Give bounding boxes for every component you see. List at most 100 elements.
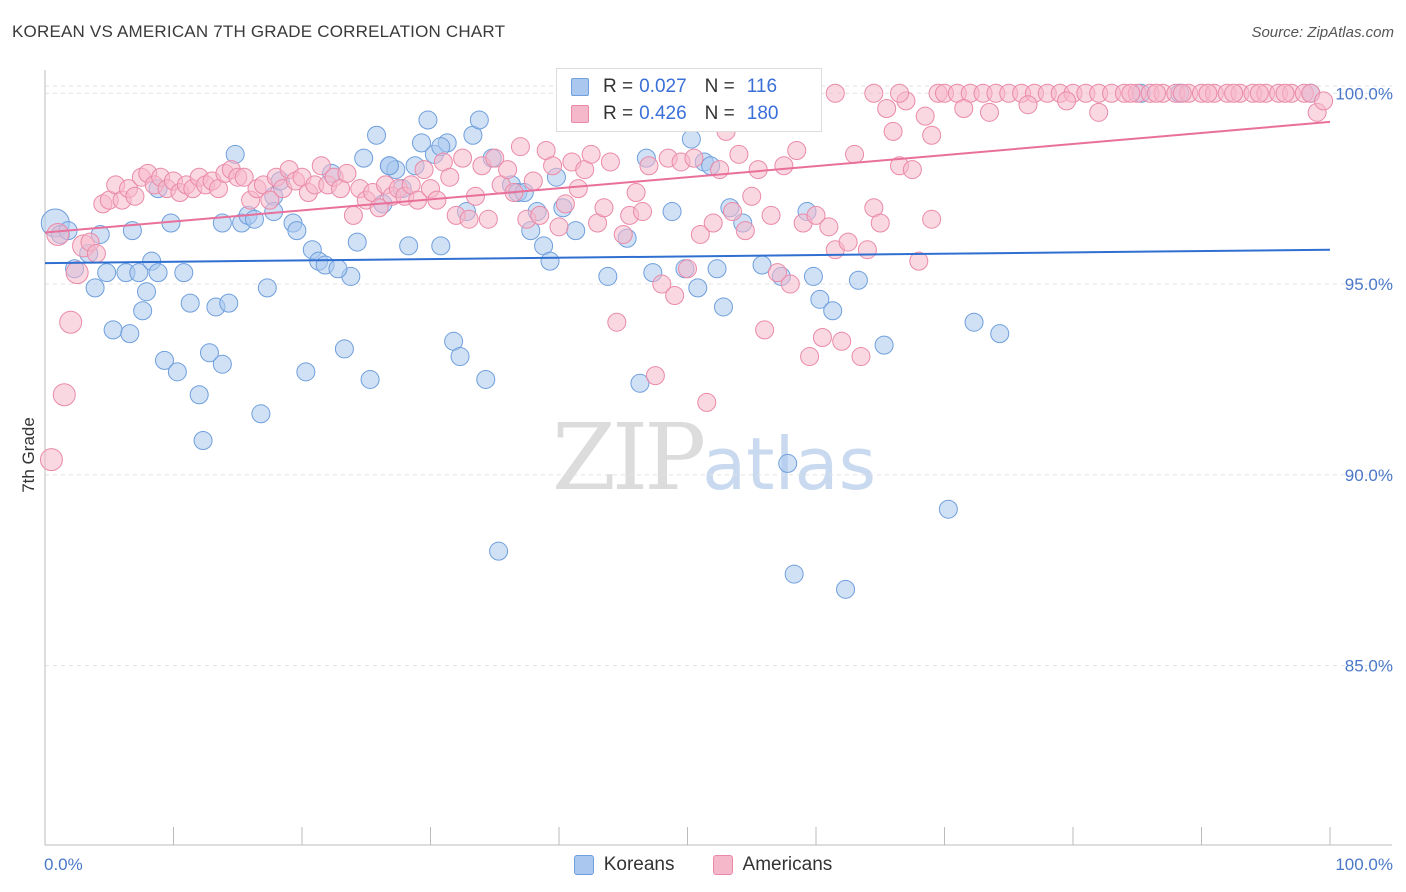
y-axis-label: 7th Grade — [19, 417, 38, 493]
source-label: Source: ZipAtlas.com — [1251, 24, 1394, 41]
y-tick-label: 90.0% — [1345, 466, 1393, 485]
american-point — [485, 148, 505, 168]
american-point — [600, 152, 620, 172]
korean-point — [598, 266, 618, 286]
american-point — [626, 182, 646, 202]
korean-point — [412, 133, 432, 153]
legend-item-americans[interactable]: Americans — [712, 854, 832, 876]
korean-trend-line — [44, 248, 1331, 265]
stats-legend: R = 0.027 N = 116 R = 0.426 N = 180 — [556, 68, 822, 132]
american-point — [555, 194, 575, 214]
korean-point — [418, 110, 438, 130]
korean-point — [180, 293, 200, 313]
korean-point — [287, 221, 307, 241]
korean-point — [148, 263, 168, 283]
korean-point — [193, 431, 213, 451]
american-point — [684, 148, 704, 168]
american-point — [543, 156, 563, 176]
american-point — [729, 144, 749, 164]
korean-point — [990, 324, 1010, 344]
legend-row-koreans: R = 0.027 N = 116 — [571, 74, 777, 100]
x-tick-label: 100.0% — [1335, 855, 1393, 874]
american-point — [780, 274, 800, 294]
american-point — [1147, 83, 1167, 103]
american-point — [86, 244, 106, 264]
american-point — [260, 190, 280, 210]
american-point — [890, 83, 910, 103]
american-point — [1057, 91, 1077, 111]
legend-label-koreans: Koreans — [603, 854, 675, 875]
american-point — [1172, 83, 1192, 103]
american-point — [678, 259, 697, 279]
american-point — [767, 263, 787, 283]
american-point — [1089, 102, 1109, 122]
legend-r-label: R = — [603, 76, 634, 97]
legend-n-label: N = — [704, 103, 735, 124]
korean-point — [469, 110, 489, 130]
american-point — [1275, 83, 1295, 103]
american-point — [735, 221, 755, 241]
american-point — [838, 232, 858, 252]
american-point — [787, 141, 807, 161]
american-point — [440, 167, 460, 187]
american-point — [652, 274, 672, 294]
legend-n-value: 116 — [746, 76, 778, 97]
american-point — [832, 331, 852, 351]
korean-point — [347, 232, 367, 252]
legend-n-value: 180 — [746, 103, 779, 124]
american-point — [498, 160, 518, 180]
korean-point — [566, 221, 586, 241]
korean-point — [431, 236, 451, 256]
american-point — [1224, 83, 1244, 103]
korean-point — [167, 362, 187, 382]
american-point — [774, 156, 794, 176]
korean-point — [823, 301, 843, 321]
koreans-swatch — [571, 78, 589, 96]
american-point — [510, 137, 530, 157]
korean-point — [219, 293, 239, 313]
korean-point — [354, 148, 374, 168]
american-point — [1121, 83, 1141, 103]
american-point — [845, 144, 865, 164]
american-point — [870, 213, 890, 233]
korean-point — [450, 347, 470, 367]
korean-point — [476, 369, 496, 389]
chart-title: KOREAN VS AMERICAN 7TH GRADE CORRELATION… — [12, 22, 506, 41]
korean-point — [129, 263, 149, 283]
american-point — [607, 312, 627, 332]
american-point — [915, 106, 935, 126]
korean-point — [137, 282, 157, 302]
american-point — [703, 213, 723, 233]
korean-point — [334, 339, 354, 359]
y-tick-label: 95.0% — [1345, 275, 1393, 294]
korean-point — [189, 385, 209, 405]
korean-point — [120, 324, 140, 344]
watermark-zip: ZIP — [552, 404, 706, 511]
legend-row-americans: R = 0.426 N = 180 — [571, 101, 778, 127]
american-point — [851, 347, 871, 367]
korean-point — [707, 259, 727, 279]
american-point — [594, 198, 614, 218]
american-point — [922, 209, 942, 229]
american-point — [65, 261, 89, 285]
american-point — [530, 205, 550, 225]
american-point — [613, 224, 633, 244]
legend-r-value: 0.426 — [639, 103, 687, 124]
korean-point — [155, 350, 175, 370]
korean-point — [328, 259, 348, 279]
american-point — [722, 202, 742, 222]
korean-point — [848, 270, 868, 290]
americans-swatch — [571, 105, 589, 123]
american-point — [337, 163, 357, 183]
american-point — [812, 327, 832, 347]
legend-r-value: 0.027 — [639, 76, 687, 97]
korean-point — [784, 564, 804, 584]
american-point — [523, 171, 543, 191]
american-trend-line — [44, 120, 1331, 234]
korean-point — [296, 362, 316, 382]
american-point — [311, 156, 331, 176]
watermark: ZIPatlas — [552, 404, 876, 511]
legend-item-koreans[interactable]: Koreans — [573, 854, 675, 876]
korean-point — [367, 125, 387, 145]
